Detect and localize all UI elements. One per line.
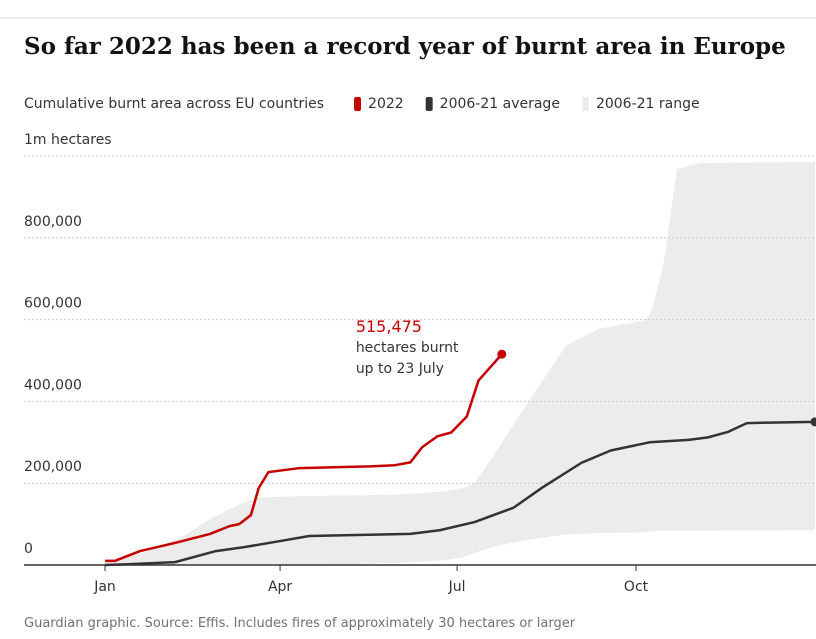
legend-label: 2006-21 average (440, 96, 560, 112)
x-tick-label: Oct (624, 579, 649, 595)
subtitle: Cumulative burnt area across EU countrie… (24, 96, 324, 112)
y-tick-label: 0 (24, 541, 33, 557)
x-tick-label: Jan (93, 579, 116, 595)
annotation-value: 515,475 (356, 317, 422, 336)
range-area (105, 162, 815, 565)
series-line (104, 420, 816, 567)
legend-swatch (425, 97, 433, 111)
source: Guardian graphic. Source: Effis. Include… (24, 616, 576, 631)
y-tick-label: 800,000 (24, 214, 82, 230)
series-line (105, 353, 503, 563)
legend-swatch (354, 97, 362, 111)
annotation-text: hectares burnt (356, 340, 459, 356)
chart-title: So far 2022 has been a record year of bu… (24, 33, 786, 60)
legend-label: 2022 (368, 96, 404, 112)
end-point (810, 417, 816, 427)
y-tick-label: 200,000 (24, 459, 82, 475)
legend-label: 2006-21 range (596, 96, 700, 112)
y-tick-label: 400,000 (24, 377, 82, 393)
x-tick-label: Jul (448, 579, 466, 595)
y-tick-label: 600,000 (24, 296, 82, 312)
legend-swatch (581, 97, 589, 111)
end-point (497, 349, 507, 359)
annotation-text: up to 23 July (356, 361, 444, 377)
y-tick-label: 1m hectares (24, 132, 112, 148)
x-tick-label: Apr (268, 579, 292, 595)
